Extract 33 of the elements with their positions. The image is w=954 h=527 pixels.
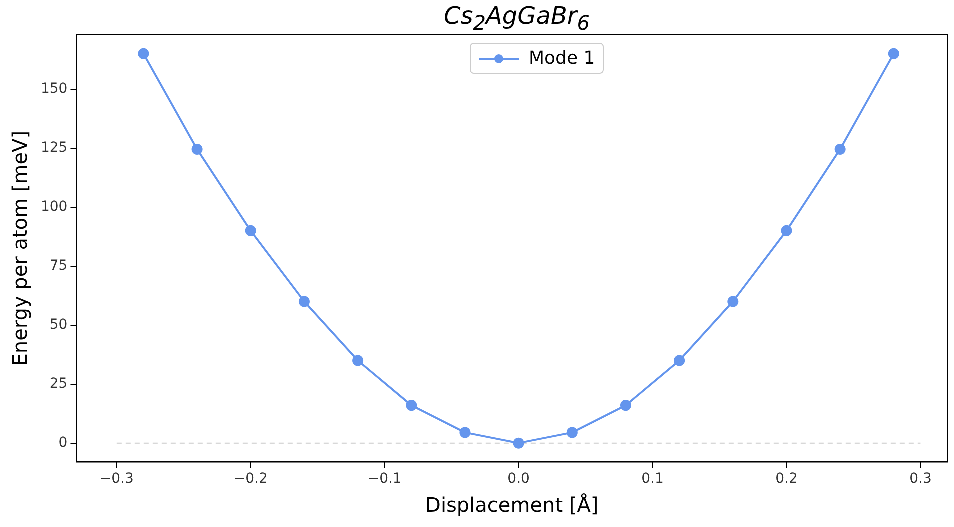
y-tick-label: 0 <box>58 434 68 451</box>
y-tick-label: 100 <box>40 198 68 215</box>
point <box>674 355 686 366</box>
y-tick-label: 125 <box>40 140 68 156</box>
x-tick-label: 0.0 <box>508 471 530 488</box>
point <box>192 144 203 155</box>
x-tick-label: −0.2 <box>234 471 268 488</box>
y-tick-label: 50 <box>50 316 68 333</box>
point <box>298 296 310 308</box>
x-tick-label: −0.1 <box>368 471 402 488</box>
x-tick-label: −0.3 <box>100 471 134 488</box>
x-tick-label: 0.1 <box>642 471 664 488</box>
point <box>834 144 846 155</box>
y-axis-title: Energy per atom [meV] <box>8 130 32 366</box>
point <box>460 427 471 438</box>
point <box>138 48 150 60</box>
x-axis-title: Displacement [Å] <box>426 493 599 518</box>
point <box>245 225 256 236</box>
point <box>888 48 900 60</box>
x-tick-label: 0.3 <box>910 471 932 488</box>
point <box>620 400 632 412</box>
y-tick-label: 75 <box>50 258 68 274</box>
point <box>728 296 739 308</box>
point <box>566 427 578 438</box>
legend-label: Mode 1 <box>529 48 596 69</box>
point <box>406 400 418 412</box>
point <box>513 438 524 449</box>
y-tick-label: 150 <box>40 80 68 97</box>
chart-title: Cs$_{2}$AgGaBr$_{6}$ <box>442 2 592 35</box>
x-tick-label: 0.2 <box>776 471 798 488</box>
point <box>781 225 792 236</box>
y-tick-label: 25 <box>50 376 68 392</box>
point <box>352 355 364 366</box>
